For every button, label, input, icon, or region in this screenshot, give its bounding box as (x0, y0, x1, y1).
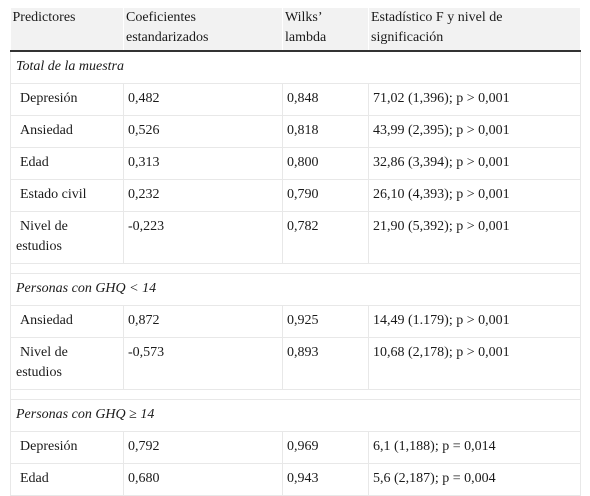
cell-coef: -0,573 (123, 337, 283, 390)
cell-coef: 0,526 (123, 115, 283, 148)
section-title: Total de la muestra (10, 51, 581, 84)
section-title: Personas con GHQ < 14 (10, 273, 581, 306)
header-estadistico-line1: Estadístico F y nivel de (371, 10, 503, 25)
cell-predictor: Estado civil (10, 179, 124, 212)
header-predictores-text: Predictores (12, 10, 76, 25)
table-row: Ansiedad 0,526 0,818 43,99 (2,395); p > … (10, 115, 581, 148)
spacer-row (10, 263, 581, 274)
cell-predictor: Edad (10, 147, 124, 180)
cell-f: 6,1 (1,188); p = 0,014 (368, 431, 581, 464)
cell-predictor-line1: Nivel de (20, 219, 68, 234)
header-coeficientes: Coeficientes estandarizados (123, 8, 283, 52)
cell-f: 26,10 (4,393); p > 0,001 (368, 179, 581, 212)
cell-predictor: Nivel de estudios (10, 337, 124, 390)
results-table-container: Predictores Coeficientes estandarizados W… (10, 8, 581, 496)
header-coeficientes-line1: Coeficientes (126, 10, 196, 25)
header-wilks-line2: lambda (285, 30, 327, 45)
cell-predictor-line1: Nivel de (20, 345, 68, 360)
cell-f: 14,49 (1.179); p > 0,001 (368, 305, 581, 338)
cell-f: 71,02 (1,396); p > 0,001 (368, 83, 581, 116)
header-wilks-line1: Wilks’ (285, 10, 323, 25)
header-predictores: Predictores (10, 8, 124, 52)
header-wilks: Wilks’ lambda (282, 8, 369, 52)
table-body: Total de la muestra Depresión 0,482 0,84… (10, 51, 581, 496)
cell-predictor: Depresión (10, 431, 124, 464)
discriminant-results-table: Predictores Coeficientes estandarizados W… (10, 8, 581, 496)
table-row: Edad 0,680 0,943 5,6 (2,187); p = 0,004 (10, 463, 581, 496)
cell-coef: 0,792 (123, 431, 283, 464)
cell-coef: 0,680 (123, 463, 283, 496)
cell-f: 21,90 (5,392); p > 0,001 (368, 211, 581, 264)
cell-wilks: 0,818 (282, 115, 369, 148)
cell-f: 43,99 (2,395); p > 0,001 (368, 115, 581, 148)
cell-predictor: Nivel de estudios (10, 211, 124, 264)
table-row: Estado civil 0,232 0,790 26,10 (4,393); … (10, 179, 581, 212)
cell-coef: 0,232 (123, 179, 283, 212)
cell-predictor-line2: estudios (16, 365, 62, 380)
header-estadistico: Estadístico F y nivel de significación (368, 8, 581, 52)
cell-wilks: 0,943 (282, 463, 369, 496)
section-row: Personas con GHQ < 14 (10, 273, 581, 306)
table-row: Depresión 0,792 0,969 6,1 (1,188); p = 0… (10, 431, 581, 464)
header-estadistico-line2: significación (371, 30, 444, 45)
cell-coef: -0,223 (123, 211, 283, 264)
section-title: Personas con GHQ ≥ 14 (10, 399, 581, 432)
spacer-cell (10, 389, 581, 400)
cell-wilks: 0,782 (282, 211, 369, 264)
cell-predictor: Ansiedad (10, 305, 124, 338)
cell-coef: 0,313 (123, 147, 283, 180)
table-row: Nivel de estudios -0,573 0,893 10,68 (2,1… (10, 337, 581, 390)
header-coeficientes-line2: estandarizados (126, 30, 209, 45)
spacer-row (10, 389, 581, 400)
section-row: Total de la muestra (10, 51, 581, 84)
header-row: Predictores Coeficientes estandarizados W… (10, 8, 581, 52)
table-row: Ansiedad 0,872 0,925 14,49 (1.179); p > … (10, 305, 581, 338)
cell-f: 5,6 (2,187); p = 0,004 (368, 463, 581, 496)
table-row: Nivel de estudios -0,223 0,782 21,90 (5,3… (10, 211, 581, 264)
table-row: Depresión 0,482 0,848 71,02 (1,396); p >… (10, 83, 581, 116)
cell-wilks: 0,790 (282, 179, 369, 212)
cell-f: 10,68 (2,178); p > 0,001 (368, 337, 581, 390)
section-row: Personas con GHQ ≥ 14 (10, 399, 581, 432)
cell-coef: 0,872 (123, 305, 283, 338)
cell-predictor: Ansiedad (10, 115, 124, 148)
cell-wilks: 0,969 (282, 431, 369, 464)
cell-predictor-line2: estudios (16, 239, 62, 254)
cell-wilks: 0,800 (282, 147, 369, 180)
cell-predictor: Edad (10, 463, 124, 496)
spacer-cell (10, 263, 581, 274)
cell-predictor: Depresión (10, 83, 124, 116)
table-header: Predictores Coeficientes estandarizados W… (10, 8, 581, 52)
cell-wilks: 0,893 (282, 337, 369, 390)
table-row: Edad 0,313 0,800 32,86 (3,394); p > 0,00… (10, 147, 581, 180)
cell-wilks: 0,925 (282, 305, 369, 338)
cell-wilks: 0,848 (282, 83, 369, 116)
cell-coef: 0,482 (123, 83, 283, 116)
cell-f: 32,86 (3,394); p > 0,001 (368, 147, 581, 180)
